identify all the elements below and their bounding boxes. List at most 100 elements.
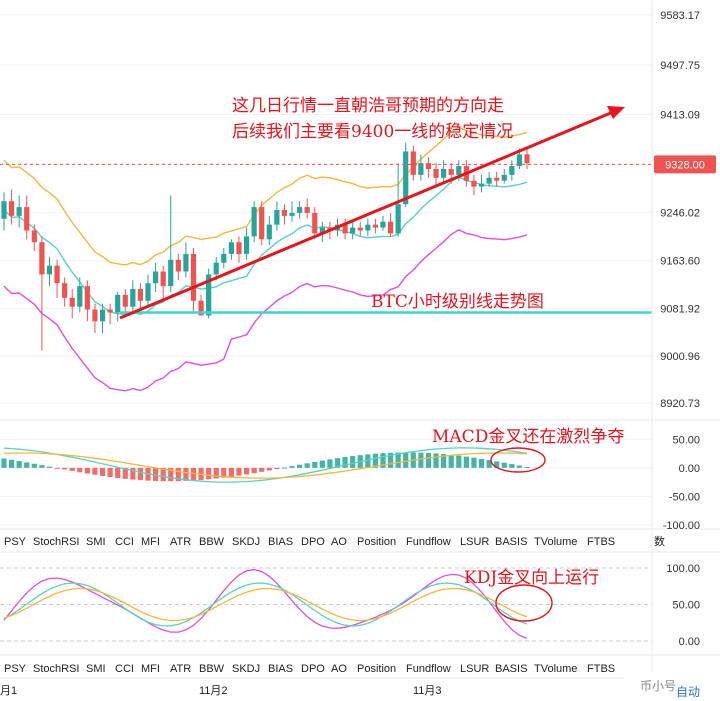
candle-body — [206, 274, 212, 316]
macd-bar — [281, 467, 288, 469]
indicator-tab-tvolume[interactable]: TVolume — [534, 663, 577, 675]
macd-bar — [494, 461, 500, 468]
indicator-tab-ftbs[interactable]: FTBS — [587, 536, 615, 548]
macd-bar — [463, 456, 469, 468]
x-label-2: 11月2 — [199, 685, 228, 697]
candle-body — [115, 294, 121, 313]
candle-body — [342, 224, 348, 234]
indicator-tab-psy[interactable]: PSY — [4, 536, 27, 548]
indicator-tab-fundflow[interactable]: Fundflow — [406, 536, 451, 548]
indicator-tab-dpo[interactable]: DPO — [301, 663, 325, 675]
price-tick-label: 9163.60 — [660, 256, 700, 268]
candle-body — [190, 253, 197, 301]
macd-bar — [524, 466, 530, 468]
candle-body — [92, 309, 98, 322]
indicator-tab-atr[interactable]: ATR — [170, 536, 191, 548]
kdj-highlight-ellipse — [495, 584, 553, 622]
macd-bar — [115, 467, 121, 478]
indicator-tab-stochrsi[interactable]: StochRSI — [33, 663, 79, 675]
indicator-tab-ftbs[interactable]: FTBS — [587, 663, 615, 675]
indicator-tab-bbw[interactable]: BBW — [199, 663, 225, 675]
candle-body — [319, 227, 325, 234]
candle-body — [281, 210, 288, 216]
indicator-tab-cci[interactable]: CCI — [115, 663, 134, 675]
kdj-k-line — [3, 568, 528, 640]
candle-body — [160, 271, 166, 287]
candle-body — [1, 201, 7, 219]
macd-bar — [183, 467, 189, 481]
indicator-tab-tvolume[interactable]: TVolume — [534, 536, 577, 548]
indicator-tab-atr[interactable]: ATR — [170, 663, 191, 675]
candle-body — [236, 242, 242, 254]
macd-axis: 50.00 0.00 -50.00 -100.00 — [663, 434, 700, 532]
macd-bar — [168, 467, 174, 482]
macd-bar — [92, 467, 98, 475]
candle-body — [183, 253, 189, 272]
macd-bar — [24, 462, 30, 468]
candle-body — [418, 163, 424, 175]
indicator-tab-ao[interactable]: AO — [331, 663, 347, 675]
annotation-line-2: 后续我们主要看9400一线的稳定情况 — [232, 122, 513, 142]
indicator-tab-mfi[interactable]: MFI — [141, 663, 160, 675]
macd-bar — [289, 466, 295, 468]
lower-band-line — [3, 229, 528, 392]
macd-bar — [425, 453, 432, 468]
price-tick-label: 9000.96 — [660, 351, 700, 363]
candle-body — [228, 242, 234, 254]
candle-body — [69, 297, 75, 307]
candle-body — [39, 242, 45, 275]
macd-bar — [46, 466, 53, 468]
indicator-tab-psy[interactable]: PSY — [4, 663, 27, 675]
indicator-tab-position[interactable]: Position — [357, 663, 396, 675]
macd-bar — [228, 467, 234, 477]
indicator-tab-mfi[interactable]: MFI — [141, 536, 160, 548]
macd-bar — [478, 458, 485, 468]
candle-body — [441, 169, 447, 178]
indicator-tab-lsur[interactable]: LSUR — [460, 536, 489, 548]
macd-bar — [334, 458, 341, 468]
candle-body — [243, 236, 250, 254]
candle-body — [304, 207, 310, 213]
indicator-tab-lsur[interactable]: LSUR — [460, 663, 489, 675]
indicator-tab-dpo[interactable]: DPO — [301, 536, 325, 548]
macd-bar — [84, 467, 90, 474]
candle-body — [31, 230, 37, 243]
macd-bar — [456, 455, 462, 468]
macd-bar — [516, 465, 523, 468]
indicator-tab-basis[interactable]: BASIS — [495, 663, 527, 675]
macd-tick-label: 0.00 — [679, 463, 700, 475]
candle-body — [410, 151, 416, 175]
middle-band-line — [3, 176, 528, 316]
candlestick-series — [1, 142, 530, 351]
macd-bar — [380, 453, 386, 468]
upper-band-line — [3, 126, 528, 266]
macd-bar — [387, 452, 394, 468]
candle-body — [387, 221, 394, 234]
macd-tick-label: -50.00 — [669, 491, 700, 503]
indicator-tab-basis[interactable]: BASIS — [495, 536, 527, 548]
macd-bar — [175, 467, 181, 482]
indicator-tab-smi[interactable]: SMI — [86, 663, 106, 675]
macd-tick-label: 50.00 — [672, 434, 700, 446]
kdj-tick-label: 100.00 — [666, 563, 700, 575]
trend-arrow-line — [119, 110, 614, 320]
indicator-tab-fundflow[interactable]: Fundflow — [406, 663, 451, 675]
indicator-tab-skdj[interactable]: SKDJ — [232, 536, 260, 548]
candle-body — [107, 309, 113, 313]
candle-body — [145, 283, 151, 301]
indicator-tab-bias[interactable]: BIAS — [268, 536, 293, 548]
indicator-tab-cci[interactable]: CCI — [115, 536, 134, 548]
macd-bar — [418, 452, 424, 468]
candle-body — [152, 271, 159, 284]
candle-body — [99, 309, 106, 322]
indicator-tab-bias[interactable]: BIAS — [268, 663, 293, 675]
indicator-tab-bbw[interactable]: BBW — [199, 536, 225, 548]
watermark-auto: 自动 — [676, 685, 700, 699]
indicator-tab-stochrsi[interactable]: StochRSI — [33, 536, 79, 548]
indicator-tab-smi[interactable]: SMI — [86, 536, 106, 548]
candle-body — [130, 289, 136, 307]
indicator-tab-position[interactable]: Position — [357, 536, 396, 548]
indicator-tab-skdj[interactable]: SKDJ — [232, 663, 260, 675]
indicator-tab-ao[interactable]: AO — [331, 536, 347, 548]
macd-bar — [365, 454, 371, 468]
